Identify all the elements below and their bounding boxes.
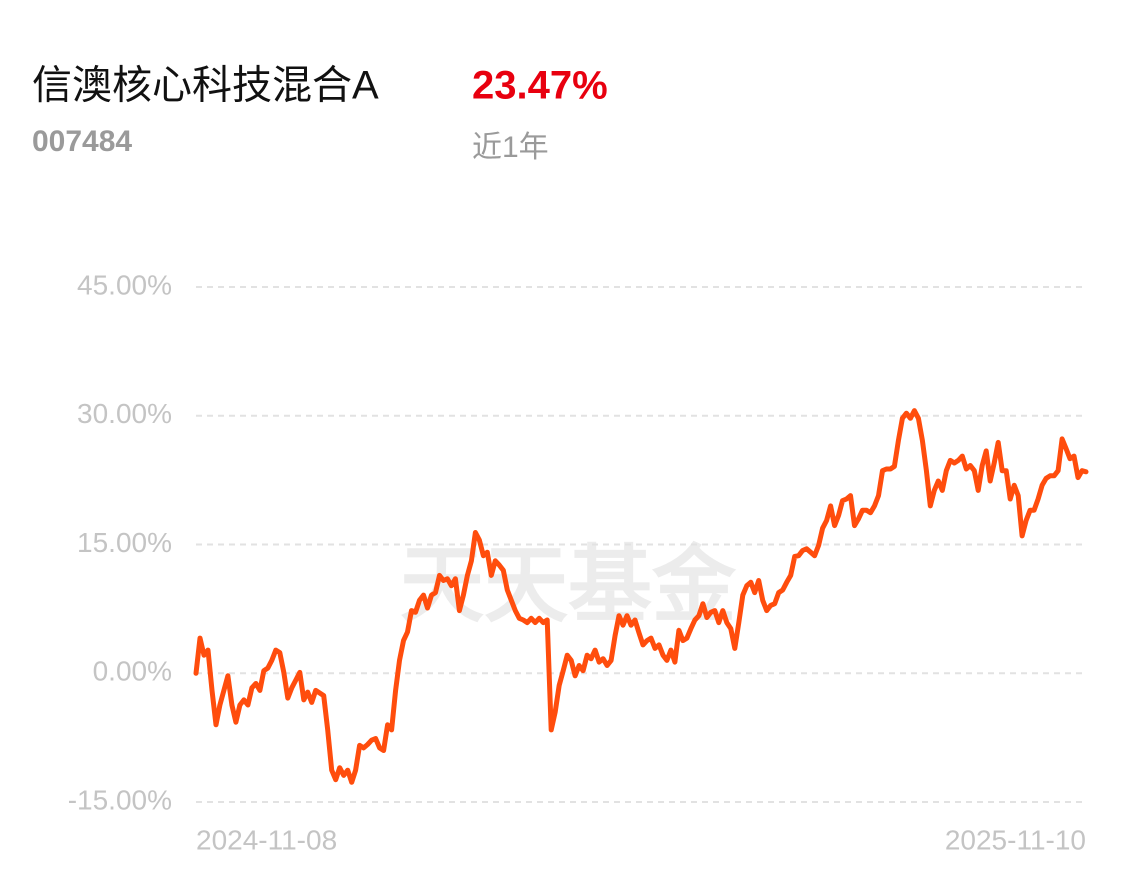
y-tick-label: 45.00% — [77, 269, 172, 300]
x-tick-label: 2024-11-08 — [196, 824, 337, 855]
y-tick-label: 0.00% — [93, 656, 172, 687]
period-label: 近1年 — [472, 131, 549, 164]
x-tick-label: 2025-11-10 — [945, 824, 1086, 855]
y-tick-label: 30.00% — [77, 398, 172, 429]
y-tick-label: 15.00% — [77, 527, 172, 558]
data-line — [193, 408, 1089, 785]
fund-code: 007484 — [32, 125, 132, 158]
fund-title: 信澳核心科技混合A — [32, 64, 379, 108]
y-tick-label: -15.00% — [68, 784, 172, 815]
return-value: 23.47% — [472, 64, 608, 108]
